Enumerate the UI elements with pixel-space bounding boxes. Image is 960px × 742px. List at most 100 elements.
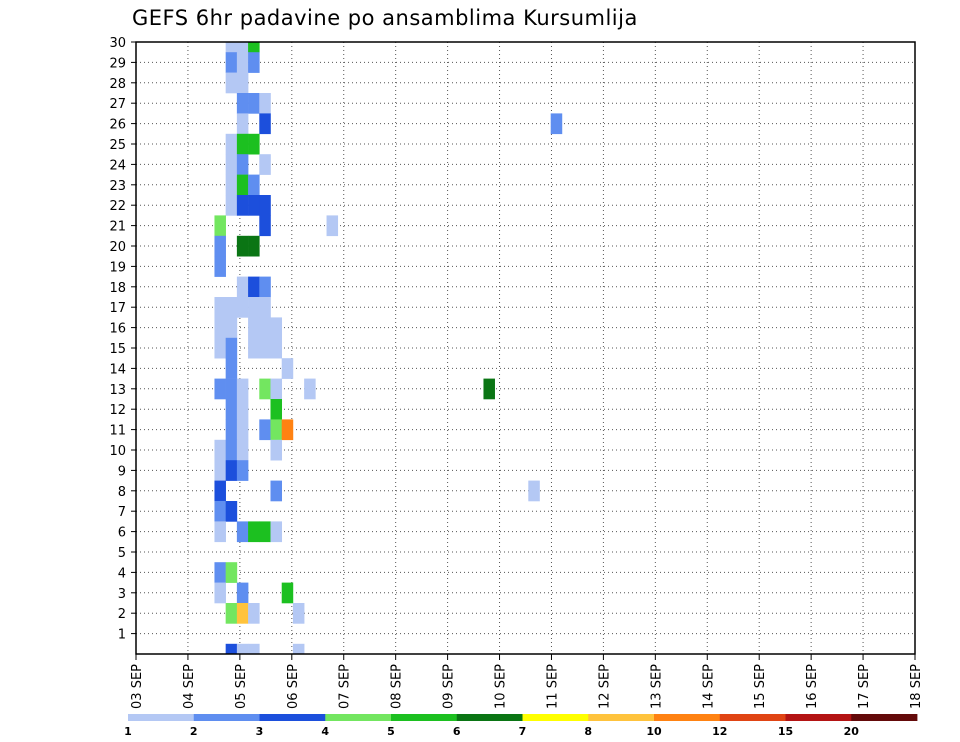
x-tick-label: 03 SEP bbox=[130, 664, 145, 709]
heatmap-cell bbox=[248, 297, 260, 318]
heatmap-cell bbox=[259, 215, 271, 237]
heatmap-cell bbox=[225, 358, 238, 379]
heatmap-cell bbox=[259, 297, 271, 318]
cells-layer bbox=[214, 42, 563, 654]
heatmap-cell bbox=[225, 72, 238, 94]
heatmap-cell bbox=[225, 419, 238, 441]
colorbar-label: 7 bbox=[519, 725, 527, 738]
y-tick-label: 8 bbox=[118, 485, 126, 500]
heatmap-cell bbox=[214, 317, 226, 339]
y-tick-label: 26 bbox=[109, 118, 126, 133]
heatmap-cell bbox=[236, 72, 249, 94]
colorbar-swatch bbox=[456, 714, 523, 721]
y-tick-label: 20 bbox=[109, 240, 126, 255]
x-tick-label: 16 SEP bbox=[805, 664, 820, 709]
heatmap-cell bbox=[236, 582, 249, 604]
heatmap-cell bbox=[225, 643, 238, 654]
colorbar-swatch bbox=[325, 714, 392, 721]
heatmap-cell bbox=[225, 399, 238, 420]
x-tick-label: 09 SEP bbox=[442, 664, 457, 709]
heatmap-cell bbox=[248, 42, 260, 53]
heatmap-cell bbox=[225, 439, 238, 461]
heatmap-cell bbox=[214, 582, 226, 604]
x-tick-label: 14 SEP bbox=[701, 664, 716, 709]
y-tick-label: 24 bbox=[109, 158, 126, 173]
heatmap-cell bbox=[270, 317, 283, 339]
colorbar-swatch bbox=[851, 714, 918, 721]
y-tick-label: 2 bbox=[118, 607, 126, 622]
y-tick-label: 7 bbox=[118, 505, 126, 520]
colorbar-swatch bbox=[654, 714, 721, 721]
heatmap-cell bbox=[236, 378, 249, 400]
y-tick-label: 12 bbox=[109, 403, 126, 418]
x-tick-label: 11 SEP bbox=[545, 664, 560, 709]
x-tick-label: 07 SEP bbox=[338, 664, 353, 709]
heatmap-cell bbox=[225, 154, 238, 175]
colorbar-label: 5 bbox=[387, 725, 395, 738]
heatmap-cell bbox=[248, 603, 260, 624]
colorbar-label: 15 bbox=[778, 725, 793, 738]
heatmap-cell bbox=[236, 235, 249, 257]
colorbar-label: 1 bbox=[124, 725, 132, 738]
y-tick-label: 6 bbox=[118, 526, 126, 541]
heatmap-cell bbox=[225, 317, 238, 339]
colorbar-swatch bbox=[391, 714, 458, 721]
heatmap-cell bbox=[225, 562, 238, 583]
heatmap-cell bbox=[236, 133, 249, 155]
heatmap-cell bbox=[225, 133, 238, 155]
x-tick-label: 04 SEP bbox=[182, 664, 197, 709]
heatmap-cell bbox=[236, 195, 249, 216]
heatmap-cell bbox=[225, 42, 238, 53]
heatmap-cell bbox=[259, 276, 271, 298]
heatmap-cell bbox=[225, 378, 238, 400]
heatmap-cell bbox=[248, 235, 260, 257]
heatmap-cell bbox=[259, 317, 271, 339]
heatmap-cell bbox=[259, 154, 271, 175]
colorbar-label: 6 bbox=[453, 725, 461, 738]
colorbar-label: 12 bbox=[712, 725, 727, 738]
colorbar-label: 2 bbox=[190, 725, 198, 738]
y-tick-label: 14 bbox=[109, 362, 126, 377]
heatmap-cell bbox=[528, 480, 540, 502]
x-tick-label: 08 SEP bbox=[390, 664, 405, 709]
heatmap-cell bbox=[236, 154, 249, 175]
heatmap-cell bbox=[214, 378, 226, 400]
y-tick-label: 18 bbox=[109, 281, 126, 296]
heatmap-cell bbox=[248, 337, 260, 359]
heatmap-cell bbox=[236, 113, 249, 135]
heatmap-cell bbox=[225, 52, 238, 73]
heatmap-cell bbox=[248, 93, 260, 114]
heatmap-cell bbox=[248, 133, 260, 155]
heatmap-cell bbox=[225, 460, 238, 481]
x-tick-label: 17 SEP bbox=[857, 664, 872, 709]
heatmap-cell bbox=[236, 42, 249, 53]
heatmap-cell bbox=[236, 52, 249, 73]
heatmap-cell bbox=[248, 174, 260, 196]
heatmap-cell bbox=[214, 215, 226, 237]
y-tick-label: 30 bbox=[109, 36, 126, 51]
heatmap-cell bbox=[259, 378, 271, 400]
y-tick-label: 1 bbox=[118, 628, 126, 643]
heatmap-cell bbox=[248, 52, 260, 73]
heatmap-cell bbox=[259, 93, 271, 114]
heatmap-cell bbox=[483, 378, 495, 400]
y-tick-label: 16 bbox=[109, 322, 126, 337]
colorbar-swatch bbox=[193, 714, 260, 721]
x-tick-label: 13 SEP bbox=[649, 664, 664, 709]
heatmap-cell bbox=[304, 378, 316, 400]
y-tick-label: 11 bbox=[109, 424, 126, 439]
heatmap-cell bbox=[248, 276, 260, 298]
heatmap-cell bbox=[225, 603, 238, 624]
heatmap-cell bbox=[270, 399, 283, 420]
heatmap-cell bbox=[236, 399, 249, 420]
colorbar-label: 20 bbox=[844, 725, 860, 738]
heatmap-cell bbox=[236, 93, 249, 114]
colorbar-label: 8 bbox=[584, 725, 592, 738]
heatmap-cell bbox=[259, 419, 271, 441]
y-tick-label: 23 bbox=[109, 179, 126, 194]
heatmap-cell bbox=[236, 439, 249, 461]
heatmap-cell bbox=[270, 419, 283, 441]
y-tick-label: 19 bbox=[109, 260, 126, 275]
x-tick-label: 10 SEP bbox=[494, 664, 509, 709]
